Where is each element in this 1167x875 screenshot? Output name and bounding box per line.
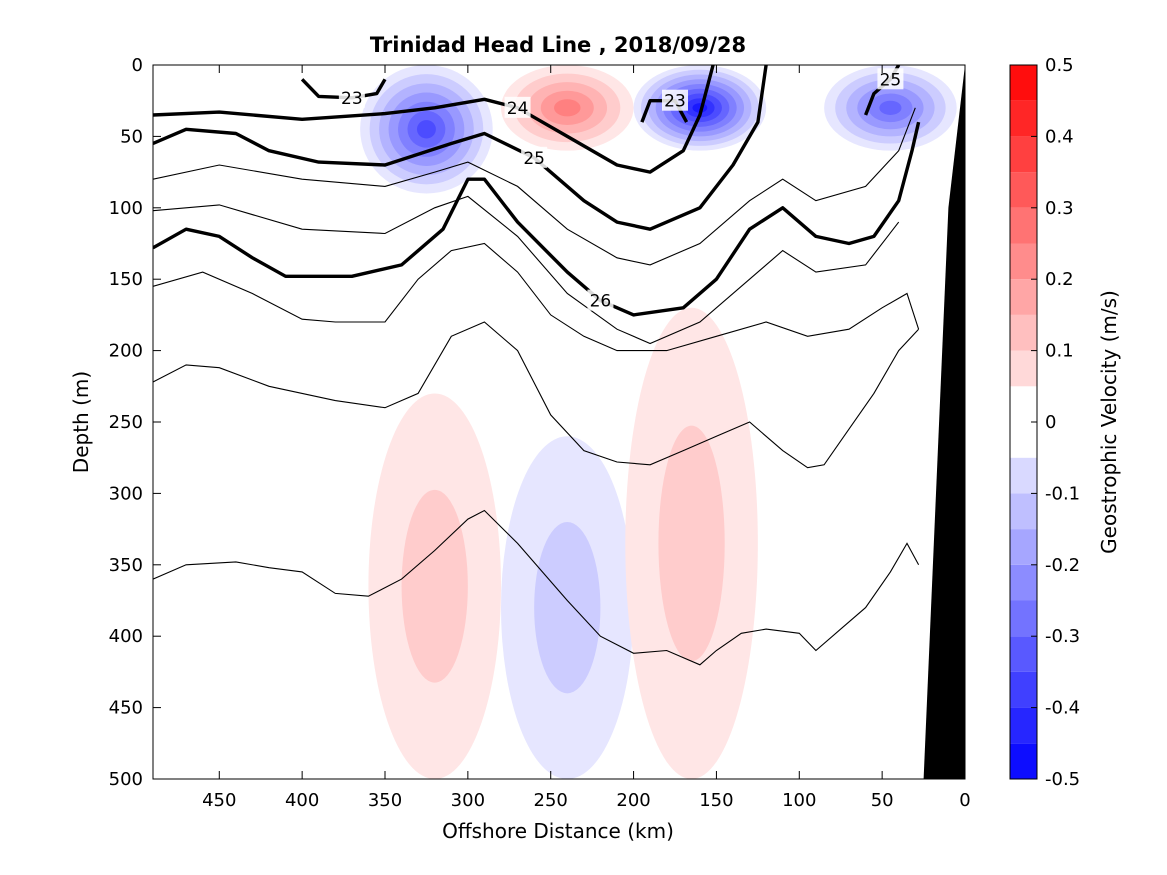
isopycnal-thin-3: [153, 321, 920, 469]
isopycnal-label-0: 23: [341, 89, 363, 109]
y-tick-label-3: 150: [109, 269, 143, 290]
x-tick-label-1: 400: [285, 790, 319, 811]
colorbar-band-14: [1010, 243, 1037, 280]
x-tick-label-5: 200: [616, 790, 650, 811]
colorbar-band-17: [1010, 136, 1037, 173]
isopycnal-label-bg-3: [521, 146, 548, 168]
colorbar-tick-label-6: -0.1: [1045, 483, 1080, 504]
isopycnal-label-1: 23: [664, 92, 686, 112]
x-tick-label-6: 150: [699, 790, 733, 811]
isopycnal-label-3: 25: [523, 149, 545, 169]
colorbar-band-0: [1010, 743, 1037, 779]
colorbar-tick-label-5: 0: [1045, 412, 1056, 433]
isopycnal-thin-0: [153, 107, 916, 266]
x-tick-label-3: 300: [451, 790, 485, 811]
isopycnal-label-bg-1: [662, 89, 688, 111]
y-tick-label-4: 200: [109, 341, 143, 362]
colorbar-tick-label-10: -0.5: [1045, 769, 1080, 790]
colorbar-band-18: [1010, 100, 1037, 137]
isopycnal-label-5: 26: [590, 292, 612, 312]
colorbar-band-15: [1010, 207, 1037, 244]
isopycnal-25-3: [153, 65, 768, 231]
colorbar-tick-label-1: 0.4: [1045, 126, 1074, 147]
y-tick-label-6: 300: [109, 483, 143, 504]
colorbar-band-1: [1010, 707, 1037, 744]
colorbar-tick-label-7: -0.2: [1045, 555, 1080, 576]
colorbar-band-3: [1010, 636, 1037, 672]
colorbar-band-13: [1010, 279, 1037, 315]
colorbar-band-19: [1010, 65, 1037, 101]
x-axis-label: Offshore Distance (km): [442, 819, 674, 843]
y-tick-label-5: 250: [109, 412, 143, 433]
isopycnal-label-bg-0: [338, 86, 365, 108]
y-tick-label-9: 450: [109, 698, 143, 719]
velocity-patch-6-2: [658, 425, 725, 662]
colorbar-band-4: [1010, 600, 1037, 637]
y-axis-label: Depth (m): [69, 371, 93, 473]
colorbar-band-9: [1010, 422, 1037, 458]
colorbar-band-7: [1010, 493, 1037, 530]
colorbar-tick-label-9: -0.4: [1045, 698, 1080, 719]
velocity-patch-4-2: [534, 521, 601, 694]
isopycnal-label-bg-5: [587, 289, 614, 311]
y-tick-label-7: 350: [109, 555, 143, 576]
colorbar-band-5: [1010, 564, 1037, 601]
colorbar-label: Geostrophic Velocity (m/s): [1097, 290, 1121, 554]
isopycnal-label-4: 25: [880, 70, 902, 90]
coastline-mask: [923, 65, 965, 779]
isopycnal-label-bg-4: [877, 68, 904, 90]
x-tick-label-9: 0: [959, 790, 970, 811]
colorbar-tick-label-0: 0.5: [1045, 55, 1074, 76]
y-tick-label-2: 100: [109, 198, 143, 219]
y-tick-label-10: 500: [109, 769, 143, 790]
isopycnal-label-2: 24: [507, 99, 529, 119]
isopycnal-thin-2: [153, 242, 920, 352]
velocity-field: 23 23 24 25 25 26: [153, 65, 965, 779]
colorbar-band-12: [1010, 314, 1037, 351]
colorbar-band-10: [1010, 386, 1037, 422]
x-tick-label-4: 250: [534, 790, 568, 811]
velocity-patch-2-5: [554, 99, 581, 117]
colorbar-band-8: [1010, 457, 1037, 494]
colorbar-band-16: [1010, 172, 1037, 208]
colorbar-band-11: [1010, 350, 1037, 387]
velocity-patch-5-2: [401, 489, 468, 683]
y-tick-label-0: 0: [132, 55, 143, 76]
y-tick-label-1: 50: [120, 126, 143, 147]
x-tick-label-8: 50: [871, 790, 894, 811]
colorbar-tick-label-4: 0.1: [1045, 341, 1074, 362]
colorbar-band-6: [1010, 529, 1037, 565]
y-tick-label-8: 400: [109, 626, 143, 647]
velocity-patch-1-7: [416, 120, 436, 139]
velocity-patch-3-6: [879, 100, 902, 115]
isopycnal-26-5: [153, 121, 921, 317]
colorbar-tick-label-2: 0.3: [1045, 198, 1074, 219]
colorbar-tick-label-3: 0.2: [1045, 269, 1074, 290]
isopycnal-thin-1: [153, 195, 900, 345]
isopycnal-label-bg-2: [504, 96, 531, 118]
colorbar: 0.5 0.4 0.3 0.2 0.1 0 -0.1 -0.2 -0.3 -0.4 -0.5: [1009, 55, 1080, 790]
x-tick-label-7: 100: [782, 790, 816, 811]
x-tick-label-2: 350: [368, 790, 402, 811]
chart-title: Trinidad Head Line , 2018/09/28: [370, 33, 746, 57]
isopycnal-thin-4: [153, 509, 920, 666]
x-tick-label-0: 450: [202, 790, 236, 811]
colorbar-tick-label-8: -0.3: [1045, 626, 1080, 647]
colorbar-band-2: [1010, 671, 1037, 708]
